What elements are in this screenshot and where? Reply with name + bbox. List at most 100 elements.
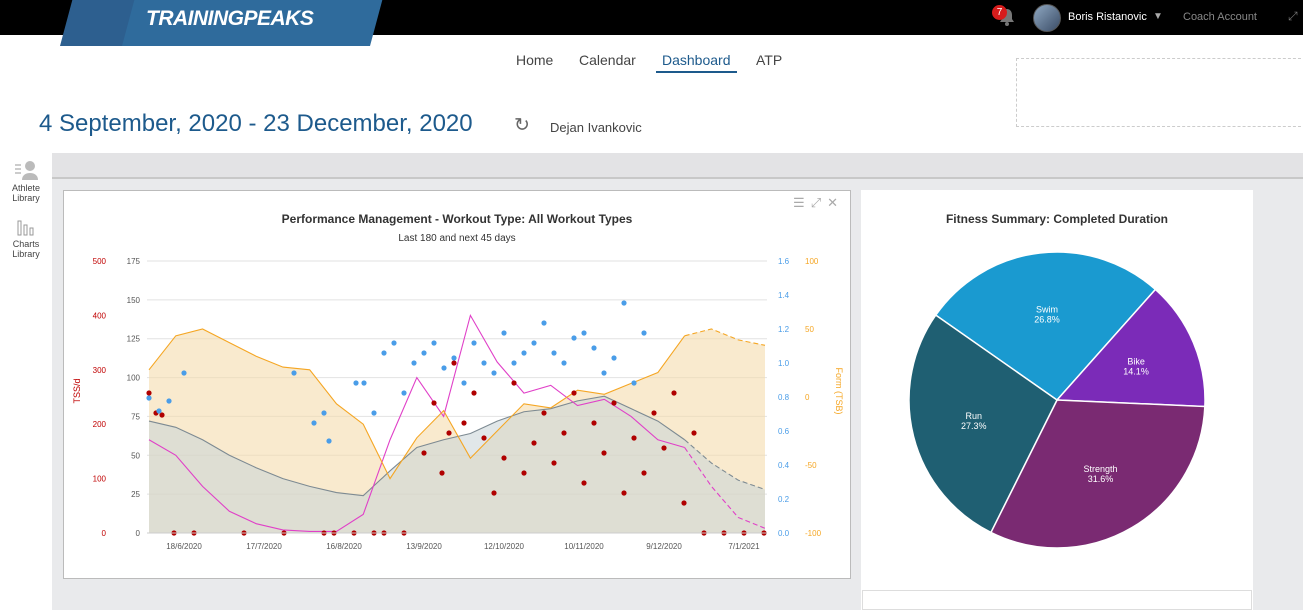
tss-point: [491, 490, 497, 496]
tss-point: [481, 435, 487, 441]
coach-account-link[interactable]: Coach Account: [1183, 11, 1257, 23]
pie-value-strength: 31.6%: [1088, 474, 1114, 484]
nav-dashboard[interactable]: Dashboard: [656, 52, 737, 73]
if-point: [621, 300, 627, 306]
pie-label-bike: Bike: [1127, 357, 1145, 367]
nav-home[interactable]: Home: [516, 52, 554, 68]
menu-icon[interactable]: ☰: [793, 195, 811, 210]
notifications-button[interactable]: 7: [992, 5, 1018, 28]
athlete-library-button[interactable]: Athlete Library: [0, 159, 52, 203]
y-tick-if: 1.2: [778, 325, 790, 334]
tss-point: [521, 470, 527, 476]
if-point: [391, 340, 397, 346]
athlete-library-label-2: Library: [12, 193, 40, 203]
tss-point: [621, 490, 627, 496]
y-tick-if: 0.2: [778, 495, 790, 504]
y-tick-if: 1.4: [778, 291, 790, 300]
sidebar: Athlete Library Charts Library: [0, 153, 52, 610]
avatar[interactable]: [1033, 4, 1061, 32]
if-point: [451, 355, 457, 361]
tss-point: [631, 435, 637, 441]
pie-slice-swim: [934, 251, 1157, 401]
next-card: [862, 590, 1252, 610]
charts-library-label-2: Library: [12, 249, 40, 259]
series-forecast-tsb: [684, 328, 766, 346]
if-point: [353, 380, 359, 386]
y-tick-tsb: 100: [805, 257, 819, 266]
performance-management-card[interactable]: ☰⤢✕ Performance Management - Workout Typ…: [63, 190, 851, 579]
pie-slice-strength: [989, 399, 1206, 549]
if-point: [381, 350, 387, 356]
user-name[interactable]: Boris Ristanovic: [1068, 11, 1147, 23]
tss-point: [541, 410, 547, 416]
tss-point: [501, 455, 507, 461]
logo[interactable]: TRAININGPEAKS: [60, 0, 383, 46]
series-line-atl: [148, 313, 685, 532]
pmc-chart[interactable]: 175150125100755025050040030020010001.61.…: [64, 191, 850, 578]
tss-point: [691, 430, 697, 436]
tss-point: [641, 470, 647, 476]
y-axis-label-tsb: Form (TSB): [834, 368, 844, 415]
y-tick-inner: 150: [127, 296, 141, 305]
if-point: [361, 380, 367, 386]
athlete-library-label-1: Athlete: [11, 183, 41, 193]
page-title[interactable]: 4 September, 2020 - 23 December, 2020: [39, 110, 473, 137]
y-tick-if: 0.6: [778, 427, 790, 436]
x-tick: 16/8/2020: [326, 542, 362, 551]
if-point: [611, 355, 617, 361]
tss-point: [671, 390, 677, 396]
x-tick: 13/9/2020: [406, 542, 442, 551]
if-point: [511, 360, 517, 366]
if-point: [411, 360, 417, 366]
y-tick-outer: 0: [102, 529, 107, 538]
if-point: [461, 380, 467, 386]
expand-icon[interactable]: ⤢: [810, 195, 828, 210]
y-tick-tsb: -100: [805, 529, 822, 538]
pie-value-run: 27.3%: [961, 421, 987, 431]
y-axis-label-tss: TSS/d: [72, 378, 82, 403]
fitness-summary-card[interactable]: Fitness Summary: Completed Duration Swim…: [861, 190, 1253, 610]
nav-calendar[interactable]: Calendar: [579, 52, 636, 68]
y-tick-if: 0.4: [778, 461, 790, 470]
x-tick: 17/7/2020: [246, 542, 282, 551]
if-point: [311, 420, 317, 426]
y-tick-inner: 75: [131, 412, 140, 421]
x-tick: 12/10/2020: [484, 542, 525, 551]
close-icon[interactable]: ✕: [827, 195, 844, 210]
if-point: [591, 345, 597, 351]
pie-label-run: Run: [966, 411, 983, 421]
pmc-subtitle: Last 180 and next 45 days: [398, 233, 516, 244]
tss-point: [159, 412, 165, 418]
nav-atp[interactable]: ATP: [756, 52, 783, 68]
tss-point: [551, 460, 557, 466]
athlete-name[interactable]: Dejan Ivankovic: [550, 120, 642, 135]
tss-point: [651, 410, 657, 416]
y-tick-outer: 200: [93, 420, 107, 429]
y-tick-if: 1.6: [778, 257, 790, 266]
expand-icon[interactable]: ⤢: [1288, 9, 1298, 23]
y-tick-if: 0.8: [778, 393, 790, 402]
if-point: [321, 410, 327, 416]
y-tick-if: 0.0: [778, 529, 790, 538]
pmc-title: Performance Management - Workout Type: A…: [281, 212, 633, 226]
tss-point: [146, 390, 152, 396]
x-tick: 9/12/2020: [646, 542, 682, 551]
person-icon: [15, 161, 38, 180]
pie-slice-run: [908, 314, 1058, 534]
y-tick-inner: 100: [127, 374, 141, 383]
charts-library-button[interactable]: Charts Library: [0, 217, 52, 259]
if-point: [631, 380, 637, 386]
if-point: [181, 370, 187, 376]
if-point: [371, 410, 377, 416]
if-point: [561, 360, 567, 366]
tss-point: [431, 400, 437, 406]
if-point: [471, 340, 477, 346]
refresh-icon[interactable]: ↻: [514, 115, 530, 136]
card-controls: ☰⤢✕: [793, 195, 844, 211]
if-point: [326, 438, 332, 444]
chevron-down-icon[interactable]: ▼: [1153, 11, 1163, 22]
tss-point: [446, 430, 452, 436]
tss-point: [561, 430, 567, 436]
tss-point: [601, 450, 607, 456]
